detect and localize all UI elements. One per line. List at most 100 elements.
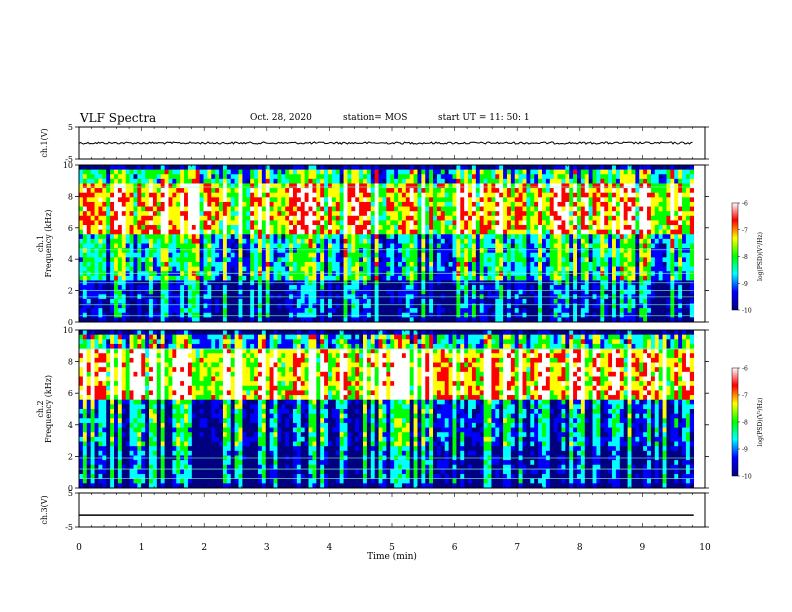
spectrogram-cell bbox=[339, 197, 344, 203]
spectrogram-cell bbox=[479, 275, 484, 281]
spectrogram-cell bbox=[596, 298, 601, 304]
spectrogram-cell bbox=[561, 201, 566, 207]
spectrogram-cell bbox=[506, 234, 512, 240]
spectrogram-cell bbox=[347, 211, 352, 217]
spectrogram-cell bbox=[549, 275, 554, 281]
spectrogram-cell bbox=[141, 178, 146, 184]
spectrogram-cell bbox=[215, 201, 220, 207]
spectrogram-cell bbox=[86, 206, 91, 212]
spectrogram-cell bbox=[219, 183, 224, 189]
spectrogram-cell bbox=[257, 229, 263, 235]
spectrogram-cell bbox=[269, 169, 274, 175]
spectrogram-cell bbox=[82, 169, 88, 175]
spectrogram-cell bbox=[565, 225, 570, 230]
spectrogram-cell bbox=[86, 225, 91, 230]
spectrogram-cell bbox=[211, 257, 216, 263]
spectrogram-cell bbox=[277, 275, 282, 281]
spectrogram-cell bbox=[452, 229, 457, 235]
spectrogram-cell bbox=[565, 275, 570, 281]
spectrogram-cell bbox=[292, 275, 298, 281]
spectrogram-cell bbox=[250, 238, 255, 244]
spectrogram-cell bbox=[125, 252, 130, 258]
spectrogram-cell bbox=[98, 248, 103, 254]
spectrogram-cell bbox=[234, 289, 239, 295]
spectrogram-cell bbox=[335, 215, 340, 221]
spectrogram-cell bbox=[530, 252, 535, 258]
spectrogram-cell bbox=[273, 289, 278, 295]
spectrogram-cell bbox=[468, 174, 473, 180]
spectrogram-cell bbox=[203, 169, 208, 175]
spectrogram-cell bbox=[304, 266, 309, 272]
spectrogram-cell bbox=[538, 266, 543, 272]
spectrogram-cell bbox=[296, 312, 302, 318]
spectrogram-cell bbox=[246, 257, 251, 263]
spectrogram-cell bbox=[347, 165, 352, 170]
spectrogram-cell bbox=[487, 229, 492, 235]
spectrogram-cell bbox=[199, 303, 204, 309]
spectrogram-cell bbox=[343, 188, 348, 194]
spectrogram-cell bbox=[483, 169, 488, 175]
spectrogram-cell bbox=[600, 238, 605, 244]
spectrogram-cell bbox=[172, 188, 177, 194]
spectrogram-cell bbox=[631, 303, 636, 309]
spectrogram-cell bbox=[545, 308, 551, 314]
spectrogram-cell bbox=[215, 178, 220, 184]
spectrogram-cell bbox=[94, 215, 99, 221]
spectrogram-cell bbox=[195, 238, 200, 244]
spectrogram-cell bbox=[187, 252, 193, 258]
spectrogram-cell bbox=[553, 257, 558, 263]
spectrogram-cell bbox=[121, 234, 126, 240]
spectrogram-cell bbox=[592, 243, 597, 249]
spectrogram-cell bbox=[425, 298, 430, 304]
spectrogram-cell bbox=[261, 317, 267, 323]
spectrogram-cell bbox=[394, 243, 399, 249]
spectrogram-cell bbox=[242, 266, 247, 272]
spectrogram-cell bbox=[413, 206, 418, 212]
spectrogram-cell bbox=[226, 243, 232, 249]
spectrogram-cell bbox=[277, 285, 282, 290]
spectrogram-cell bbox=[409, 234, 414, 240]
spectrogram-cell bbox=[312, 257, 317, 263]
spectrogram-cell bbox=[273, 197, 278, 203]
spectrogram-cell bbox=[343, 206, 348, 212]
spectrogram-cell bbox=[324, 285, 329, 290]
spectrogram-cell bbox=[176, 308, 181, 314]
spectrogram-cell bbox=[281, 220, 286, 226]
spectrogram-cell bbox=[506, 229, 512, 235]
spectrogram-cell bbox=[541, 238, 547, 244]
spectrogram-cell bbox=[320, 238, 325, 244]
spectrogram-cell bbox=[152, 303, 158, 309]
spectrogram-cell bbox=[588, 275, 593, 281]
spectrogram-cell bbox=[331, 229, 337, 235]
spectrogram-cell bbox=[106, 192, 111, 198]
spectrogram-cell bbox=[160, 229, 165, 235]
spectrogram-cell bbox=[261, 252, 267, 258]
spectrogram-cell bbox=[335, 298, 340, 304]
spectrogram-cell bbox=[483, 289, 488, 295]
spectrogram-cell bbox=[285, 275, 290, 281]
spectrogram-cell bbox=[160, 289, 165, 295]
spectrogram-cell bbox=[207, 298, 212, 304]
spectrogram-cell bbox=[549, 308, 554, 314]
spectrogram-cell bbox=[627, 243, 632, 249]
spectrogram-cell bbox=[191, 201, 197, 207]
spectrogram-cell bbox=[328, 165, 333, 170]
spectrogram-cell bbox=[436, 229, 442, 235]
spectrogram-cell bbox=[436, 248, 442, 254]
spectrogram-cell bbox=[222, 317, 228, 323]
spectrogram-cell bbox=[401, 298, 407, 304]
spectrogram-cell bbox=[250, 303, 255, 309]
spectrogram-cell bbox=[608, 285, 613, 290]
spectrogram-cell bbox=[172, 266, 177, 272]
spectrogram-cell bbox=[363, 225, 368, 230]
spectrogram-cell bbox=[464, 252, 469, 258]
spectrogram-cell bbox=[573, 289, 578, 295]
spectrogram-cell bbox=[452, 201, 457, 207]
spectrogram-cell bbox=[211, 220, 216, 226]
spectrogram-cell bbox=[250, 234, 255, 240]
spectrogram-cell bbox=[199, 252, 204, 258]
spectrogram-cell bbox=[499, 174, 504, 180]
spectrogram-cell bbox=[347, 266, 352, 272]
spectrogram-cell bbox=[261, 178, 267, 184]
spectrogram-cell bbox=[425, 238, 430, 244]
